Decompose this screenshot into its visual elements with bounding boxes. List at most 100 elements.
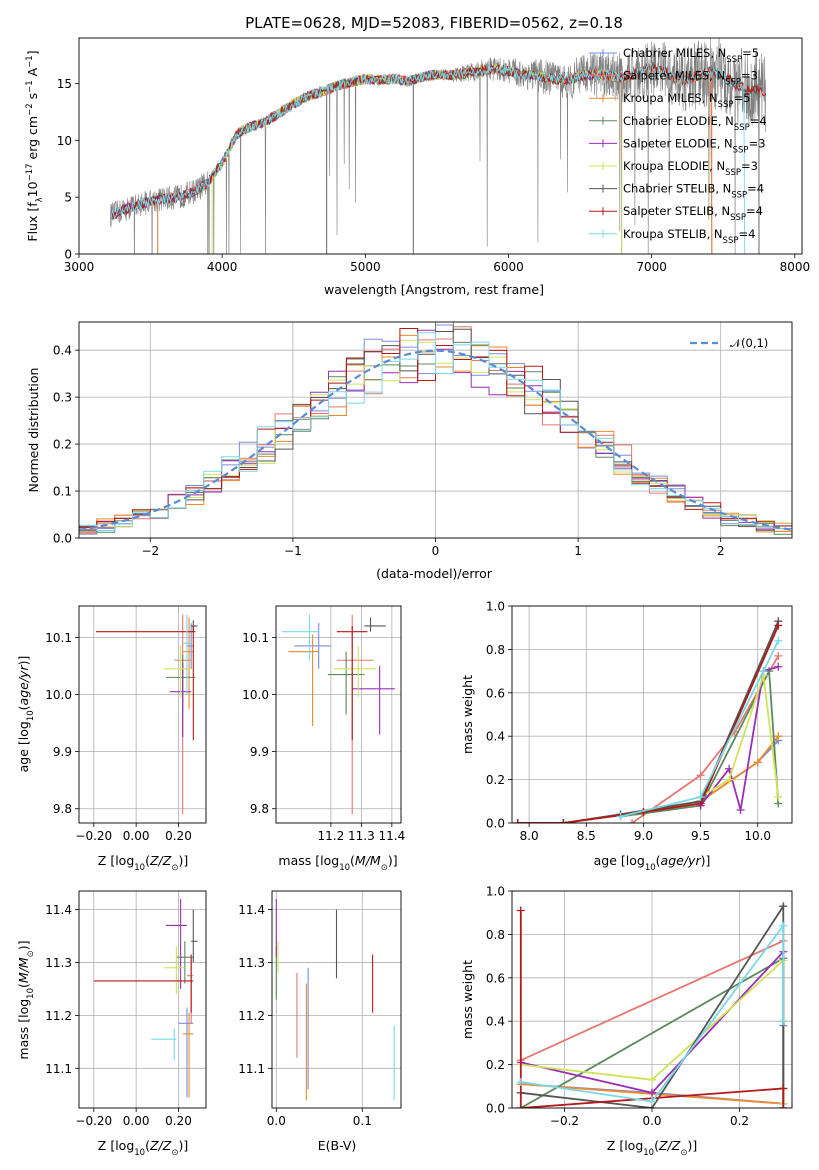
label-part: 10 <box>26 988 36 999</box>
y-tick-label: 10.0 <box>242 688 269 702</box>
plot-area <box>282 614 395 815</box>
label-part: Z [log <box>98 1138 134 1153</box>
label-part: 10 <box>25 181 40 197</box>
plot-area <box>275 898 395 1101</box>
y-tick-label: 11.3 <box>45 956 72 970</box>
label-part: =4 <box>750 114 767 128</box>
y-axis-label: mass weight <box>460 675 475 754</box>
weight-marker <box>696 771 705 780</box>
axes-frame <box>78 321 793 539</box>
x-tick-label: −1 <box>284 544 302 558</box>
label-part: 10 <box>645 863 656 873</box>
label-part: 10 <box>26 710 36 721</box>
weight-line-5 <box>700 675 780 798</box>
label-part: Chabrier MILES, N <box>623 46 726 60</box>
label-part: ⊙ <box>26 950 36 957</box>
y-tick-label: 0.3 <box>53 391 72 405</box>
weight-marker <box>759 667 768 676</box>
x-tick-label: 0.0 <box>642 1114 661 1128</box>
y-tick-label: 10.1 <box>242 631 269 645</box>
y-tick-label: 0.4 <box>486 1015 505 1029</box>
panel-age-mass: 11.2 11.3 11.4 9.8 9.9 10.0 10.1 mass [log10(M/… <box>242 605 405 873</box>
panel-weight-Z: −0.2 0.0 0.2 0.0 0.2 0.4 0.6 0.8 1.0 Z [log10(Z/Z… <box>460 885 793 1158</box>
x-axis-label: Z [log10(Z/Z⊙)] <box>98 853 188 873</box>
y-tick-label: 10.0 <box>45 688 72 702</box>
x-tick-label: −0.20 <box>75 1114 112 1128</box>
x-tick-label: 1 <box>574 544 582 558</box>
panel-spectrum: 3000 4000 5000 6000 7000 8000 0 5 10 15 Chabrier M… <box>25 37 811 297</box>
y-tick-label: 11.1 <box>238 1062 265 1076</box>
x-tick-label: 4000 <box>207 260 238 274</box>
weight-marker <box>774 651 783 660</box>
y-tick-label: 11.4 <box>45 903 72 917</box>
label-part: ] <box>25 50 40 55</box>
label-part: age [log <box>594 853 645 868</box>
label-part: SSP <box>718 100 734 110</box>
label-part: SSP <box>733 145 749 155</box>
weight-marker <box>774 732 783 741</box>
label-part: =3 <box>741 159 758 173</box>
y-tick-label: 10 <box>57 134 72 148</box>
y-tick-label: 11.1 <box>45 1062 72 1076</box>
weight-marker <box>774 792 783 801</box>
y-axis-label: mass [log10(M/M⊙)] <box>16 940 36 1059</box>
weight-marker <box>753 758 762 767</box>
label-part: M/M <box>355 853 381 868</box>
weight-marker <box>516 906 525 915</box>
label-part: erg cm <box>25 116 40 164</box>
x-tick-label: −2 <box>141 544 159 558</box>
x-tick-label: 11.4 <box>378 829 405 843</box>
weight-marker <box>696 792 705 801</box>
weight-marker <box>725 775 734 784</box>
label-part: ⊙ <box>171 1148 178 1158</box>
x-tick-label: 8.5 <box>577 829 596 843</box>
label-part: ( <box>16 705 31 710</box>
label-part: Salpeter STELIB, N <box>623 204 730 218</box>
label-part: =3 <box>741 69 758 83</box>
y-tick-label: 0.2 <box>486 773 505 787</box>
axes-frame <box>511 605 793 824</box>
x-tick-label: 9.0 <box>634 829 653 843</box>
x-axis-label: mass [log10(M/M⊙)] <box>278 853 397 873</box>
label-part: SSP <box>731 191 747 201</box>
label-part: λ <box>35 197 45 202</box>
axes-frame <box>275 605 402 824</box>
weight-line-1 <box>520 940 784 1062</box>
legend-label: Chabrier STELIB, NSSP=4 <box>623 182 764 201</box>
x-axis-label: E(B-V) <box>318 1138 357 1153</box>
legend-label: Chabrier MILES, NSSP=5 <box>623 46 759 65</box>
weight-line-8 <box>520 922 785 1103</box>
y-tick-label: 11.2 <box>238 1009 265 1023</box>
label-part: )] <box>16 940 31 950</box>
y-tick-label: 11.3 <box>238 956 265 970</box>
label-part: −17 <box>25 163 35 181</box>
x-tick-label: 11.2 <box>318 829 345 843</box>
label-part: A <box>25 67 40 80</box>
label-part: ( <box>16 983 31 988</box>
x-tick-label: −0.2 <box>550 1114 579 1128</box>
x-tick-label: 8000 <box>780 260 811 274</box>
label-part: )] <box>16 656 31 666</box>
panel-mass-ebv: 0.0 0.1 11.1 11.2 11.3 11.4 E(B-V) <box>238 890 402 1153</box>
y-tick-label: 5 <box>64 191 72 205</box>
x-axis-label: Z [log10(Z/Z⊙)] <box>98 1138 188 1158</box>
label-part: Z/Z <box>149 853 172 868</box>
weight-marker <box>616 812 625 821</box>
label-part: =3 <box>749 136 766 150</box>
label-part: ⊙ <box>680 1148 687 1158</box>
label-part: )] <box>687 1138 697 1153</box>
x-tick-label: 0 <box>432 544 440 558</box>
legend-label: Salpeter MILES, NSSP=3 <box>623 69 758 88</box>
label-part: age/yr <box>661 853 702 868</box>
y-tick-label: 11.4 <box>238 903 265 917</box>
weight-marker <box>648 1097 656 1106</box>
y-tick-label: 11.2 <box>45 1009 72 1023</box>
x-axis-label: wavelength [Angstrom, rest frame] <box>324 282 544 297</box>
label-part: =5 <box>742 46 759 60</box>
axes-frame <box>511 890 793 1109</box>
weight-line-6 <box>517 620 780 823</box>
x-axis-label: Z [log10(Z/Z⊙)] <box>607 1138 697 1158</box>
weight-marker <box>736 805 745 814</box>
weight-marker <box>779 921 788 930</box>
